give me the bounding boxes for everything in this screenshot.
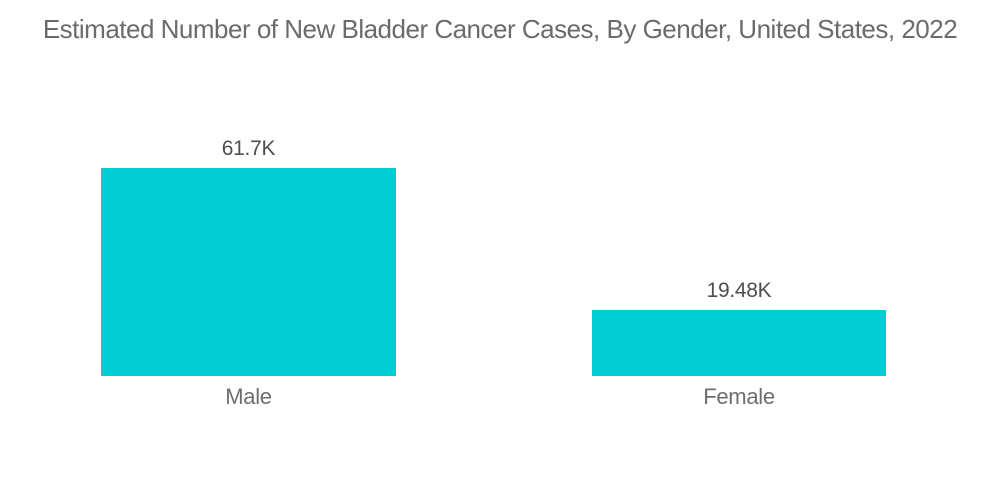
category-label: Female [703,384,775,409]
bar-value-label: 19.48K [706,279,772,302]
bar-group-female: 19.48K Female [592,0,886,504]
bar-value-label: 61.7K [221,137,276,160]
bar-male [101,168,396,376]
category-label: Male [225,384,272,409]
chart-title: Estimated Number of New Bladder Cancer C… [42,14,958,44]
bar-female [592,310,886,376]
bar-group-male: 61.7K Male [101,0,396,504]
